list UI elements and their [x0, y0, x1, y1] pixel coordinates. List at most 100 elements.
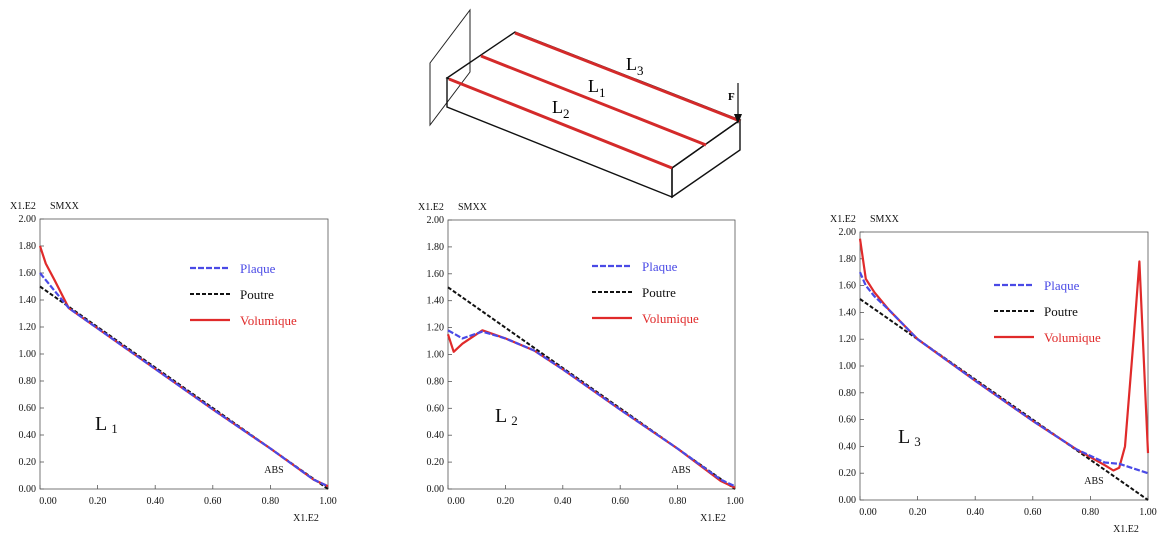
- y-tick-label: 0.60: [839, 415, 857, 426]
- legend-label-plaque: Plaque: [1044, 278, 1080, 293]
- x-multiplier: X1.E2: [1113, 524, 1139, 535]
- chart-2: 0.00 0.20 0.40 0.60 0.80 1.00 1.20 1.40 1.60 1.80…: [418, 202, 744, 524]
- x-axis-label: ABS: [1084, 476, 1103, 487]
- x-tick-label: 0.80: [669, 496, 687, 507]
- y-tick-label: 2.00: [19, 214, 37, 225]
- y-tick-label: 0.40: [839, 441, 857, 452]
- y-tick-label: 0.00: [427, 484, 445, 495]
- y-tick-label: 1.40: [427, 296, 445, 307]
- series-line-volumique: [446, 329, 736, 489]
- diagram-label-l2-sub: 2: [563, 106, 570, 121]
- y-tick-label: 0.60: [427, 403, 445, 414]
- y-tick-label: 0.00: [19, 484, 37, 495]
- x-tick-label: 0.80: [1082, 507, 1100, 518]
- y-axis-label: SMXX: [870, 214, 900, 225]
- line-l1: [480, 54, 707, 147]
- x-tick-label: 0.60: [611, 496, 629, 507]
- y-tick-label: 1.80: [19, 241, 37, 252]
- y-multiplier: X1.E2: [10, 201, 36, 212]
- curve-annotation-main: L: [495, 405, 507, 427]
- curve-annotation-sub: 1: [111, 421, 118, 436]
- y-tick-label: 1.40: [19, 295, 37, 306]
- force-label: F: [728, 91, 735, 103]
- y-tick-label: 1.60: [839, 281, 857, 292]
- force-arrow-head: [734, 114, 742, 124]
- wall-plate: [429, 8, 471, 127]
- x-tick-label: 0.00: [447, 496, 465, 507]
- series-line-plaque: [858, 271, 1149, 475]
- y-tick-label: 1.20: [19, 322, 37, 333]
- y-tick-label: 2.00: [427, 215, 445, 226]
- y-tick-label: 1.40: [839, 307, 857, 318]
- curve-annotation-sub: 3: [914, 434, 921, 449]
- x-tick-label: 0.40: [966, 507, 984, 518]
- diagram-label-l3-main: L: [626, 54, 637, 74]
- y-tick-label: 0.40: [19, 430, 37, 441]
- legend-label-poutre: Poutre: [1044, 304, 1078, 319]
- y-axis-label: SMXX: [458, 202, 488, 213]
- diagram-label-l1-main: L: [588, 76, 599, 96]
- x-tick-label: 0.00: [859, 507, 877, 518]
- x-tick-label: 0.40: [554, 496, 572, 507]
- diagram-label-l2-main: L: [552, 97, 563, 117]
- x-multiplier: X1.E2: [293, 513, 319, 524]
- y-tick-label: 0.20: [839, 468, 857, 479]
- diagram-label-l1-sub: 1: [599, 85, 606, 100]
- diagram-label-l1: L1: [588, 76, 606, 100]
- legend-label-volumique: Volumique: [642, 311, 699, 326]
- legend-label-poutre: Poutre: [642, 285, 676, 300]
- series-line-plaque: [447, 329, 736, 488]
- x-tick-label: 1.00: [1139, 507, 1157, 518]
- y-tick-label: 0.60: [19, 403, 37, 414]
- x-tick-label: 0.40: [146, 496, 164, 507]
- y-tick-label: 2.00: [839, 227, 857, 238]
- y-multiplier: X1.E2: [418, 202, 444, 213]
- diagram-label-l2: L2: [552, 97, 570, 121]
- beam-end-face: [671, 118, 741, 199]
- line-l3: [514, 31, 741, 123]
- x-tick-label: 1.00: [726, 496, 744, 507]
- curve-annotation-main: L: [898, 426, 910, 448]
- x-tick-label: 0.60: [1024, 507, 1042, 518]
- legend-label-plaque: Plaque: [642, 259, 678, 274]
- legend-label-volumique: Volumique: [1044, 330, 1101, 345]
- curve-annotation-sub: 2: [511, 413, 518, 428]
- chart-3: 0.00 0.20 0.40 0.60 0.80 1.00 1.20 1.40 1.60 1.80…: [830, 214, 1157, 535]
- chart-1: 0.00 0.20 0.40 0.60 0.80 1.00 1.20 1.40 1.60 1.80…: [10, 201, 337, 524]
- x-tick-label: 0.60: [204, 496, 222, 507]
- diagram-label-l3: L3: [626, 54, 644, 78]
- diagram-label-l3-sub: 3: [637, 63, 644, 78]
- plot-frame: [859, 231, 1149, 501]
- series-line-poutre: [39, 285, 329, 490]
- y-tick-label: 1.80: [839, 254, 857, 265]
- line-l2: [448, 77, 673, 170]
- y-tick-label: 1.60: [427, 269, 445, 280]
- x-tick-label: 0.20: [89, 496, 107, 507]
- y-tick-label: 1.20: [427, 323, 445, 334]
- x-axis-label: ABS: [671, 465, 690, 476]
- y-tick-label: 0.80: [19, 376, 37, 387]
- legend-label-plaque: Plaque: [240, 261, 276, 276]
- y-tick-label: 0.20: [19, 457, 37, 468]
- series-line-plaque: [39, 272, 329, 488]
- charts-group: 0.00 0.20 0.40 0.60 0.80 1.00 1.20 1.40 1.60 1.80…: [10, 201, 1157, 535]
- beam-diagram: F L3 L1 L2: [429, 8, 742, 199]
- curve-annotation-main: L: [95, 413, 107, 435]
- x-tick-label: 0.80: [262, 496, 280, 507]
- y-tick-label: 1.60: [19, 268, 37, 279]
- x-multiplier: X1.E2: [700, 513, 726, 524]
- y-tick-label: 0.80: [427, 376, 445, 387]
- y-tick-label: 0.00: [839, 495, 857, 506]
- series-line-volumique: [38, 245, 329, 488]
- plot-frame: [39, 218, 329, 490]
- y-tick-label: 1.00: [19, 349, 37, 360]
- y-tick-label: 0.80: [839, 388, 857, 399]
- legend-label-poutre: Poutre: [240, 287, 274, 302]
- y-tick-label: 0.40: [427, 430, 445, 441]
- y-tick-label: 1.00: [427, 350, 445, 361]
- x-tick-label: 1.00: [319, 496, 337, 507]
